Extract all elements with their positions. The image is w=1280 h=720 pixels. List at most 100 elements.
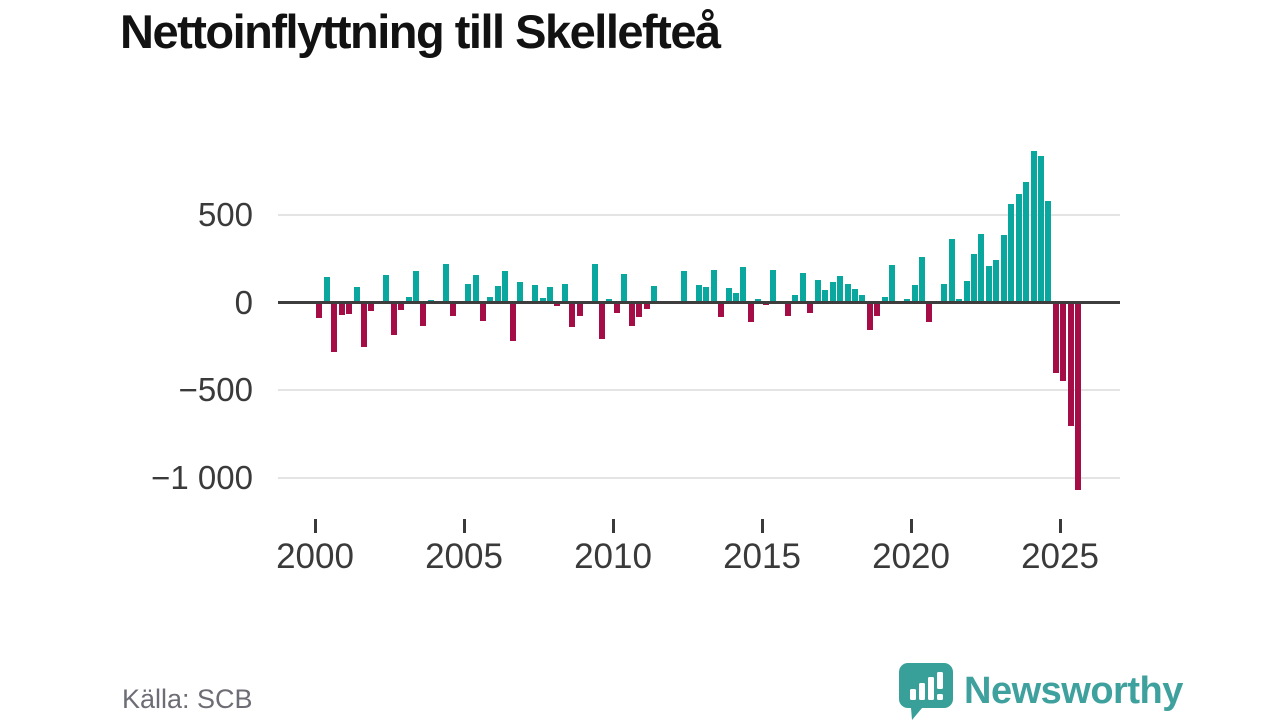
bar-2004q2 [442,263,449,303]
bar-2024q4 [1052,302,1059,374]
bar-2025q3 [1075,302,1082,490]
y-tick-label: 0 [234,284,253,321]
bar-2017q3 [837,276,844,303]
bar-2002q4 [398,302,405,310]
bar-2000q4 [338,302,345,315]
bar-2013q3 [718,302,725,318]
bar-2008q3 [569,302,576,327]
brand-logo: Newsworthy [898,662,1183,720]
bar-2008q4 [576,302,583,316]
bar-2010q2 [621,273,628,303]
bar-2005q3 [479,302,486,322]
page-title: Nettoinflyttning till Skellefteå [120,5,721,58]
x-tick [1059,519,1062,533]
bar-2021q4 [963,280,970,303]
bar-2001q4 [368,302,375,312]
bar-2010q3 [628,302,635,326]
bar-2025q2 [1067,302,1074,426]
bar-2022q1 [971,253,978,303]
gridline-500 [278,214,1120,216]
y-tick-label: −500 [178,371,253,408]
bar-2021q2 [948,238,955,303]
bar-2006q1 [494,285,501,303]
gridline-neg1000 [278,477,1120,479]
bar-2014q4 [755,298,762,303]
bar-2001q3 [360,302,367,347]
bar-2015q2 [770,270,777,303]
bar-2023q3 [1015,194,1022,303]
source-note: Källa: SCB [122,684,253,714]
bar-2025q1 [1060,302,1067,382]
bar-2013q1 [703,286,710,303]
bar-2023q4 [1023,182,1030,303]
bar-2014q1 [732,292,739,303]
bar-2012q2 [680,270,687,303]
bar-2004q3 [450,302,457,316]
bar-2009q4 [606,299,613,303]
bar-2019q2 [889,265,896,303]
bar-2020q3 [926,302,933,323]
bar-2020q2 [918,257,925,303]
bar-2005q2 [472,274,479,303]
x-tick-label: 2020 [872,537,950,576]
bar-2008q2 [561,284,568,303]
bar-2022q3 [985,265,992,303]
bar-2013q2 [710,269,717,303]
bar-2000q1 [316,302,323,319]
bar-2024q2 [1037,156,1044,303]
bar-2000q2 [323,276,330,303]
bar-2022q2 [978,233,985,303]
x-tick-label: 2025 [1021,537,1099,576]
bar-2020q1 [911,285,918,303]
x-tick [910,519,913,533]
bar-2019q1 [881,297,888,303]
bar-2009q2 [591,263,598,303]
bar-2002q2 [383,274,390,303]
bar-2008q1 [554,302,561,306]
gridline-neg500 [278,389,1120,391]
bar-2003q3 [420,302,427,326]
bar-2018q2 [859,294,866,303]
bar-2016q4 [814,279,821,303]
bar-2021q1 [941,283,948,303]
bar-2005q1 [465,283,472,303]
bar-2006q3 [509,302,516,341]
y-tick-label: −1 000 [151,459,253,496]
bar-2002q3 [390,302,397,335]
brand-name: Newsworthy [964,669,1183,712]
x-tick [314,519,317,533]
x-tick-label: 2015 [723,537,801,576]
bar-2001q1 [346,302,353,315]
bar-2014q2 [740,267,747,303]
bar-2010q1 [613,302,620,313]
bar-2009q3 [599,302,606,340]
x-tick [612,519,615,533]
bar-2003q1 [405,297,412,303]
bar-2012q4 [695,284,702,303]
bar-2006q4 [517,282,524,303]
bar-2007q4 [546,287,553,303]
bar-2000q3 [331,302,338,353]
bar-2016q1 [792,294,799,303]
bar-2019q4 [904,298,911,303]
bar-2011q2 [651,285,658,303]
newsworthy-logo-icon [899,663,953,720]
bar-2001q2 [353,287,360,303]
x-tick-label: 2000 [276,537,354,576]
bar-2017q4 [844,284,851,303]
bar-2007q3 [539,298,546,303]
x-tick [761,519,764,533]
bar-2022q4 [993,259,1000,303]
x-axis-zero-line [278,301,1120,304]
y-tick-label: 500 [197,196,253,233]
bar-2007q2 [532,284,539,303]
bar-2015q4 [785,302,792,316]
bar-2005q4 [487,297,494,303]
bar-2023q1 [1000,234,1007,303]
bar-2017q2 [829,281,836,303]
bar-2021q3 [956,298,963,303]
bar-2013q4 [725,288,732,303]
bar-2024q3 [1045,200,1052,303]
bar-2010q4 [636,302,643,317]
bar-2006q2 [502,271,509,303]
